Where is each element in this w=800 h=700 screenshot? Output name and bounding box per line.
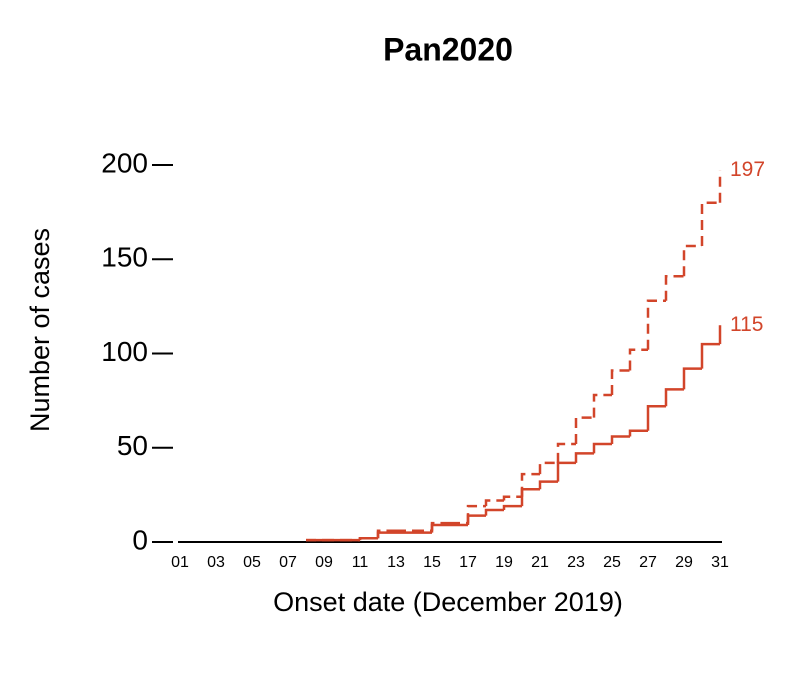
- x-tick-label: 13: [387, 554, 405, 571]
- step-segment: [646, 299, 666, 350]
- step-segment: [664, 388, 684, 407]
- x-tick-label: 01: [171, 554, 189, 571]
- step-segment: [430, 523, 450, 533]
- x-tick-label: 27: [639, 554, 657, 571]
- y-tick-label: 100: [101, 336, 148, 367]
- step-segment: [376, 531, 396, 539]
- step-segment: [538, 461, 558, 475]
- x-tick-label: 05: [243, 554, 261, 571]
- step-segment: [628, 348, 648, 371]
- step-segment: [556, 461, 576, 482]
- step-segment: [484, 499, 504, 507]
- step-segment: [502, 495, 522, 501]
- step-segment: [574, 452, 594, 463]
- step-segment: [466, 514, 486, 526]
- step-segment: [592, 393, 612, 418]
- end-label: 197: [730, 158, 765, 181]
- step-segment: [700, 342, 720, 369]
- chart-title: Pan2020: [383, 31, 513, 67]
- end-label: 115: [730, 313, 763, 336]
- step-segment: [520, 487, 540, 507]
- step-segment: [682, 367, 702, 390]
- y-tick-label: 200: [101, 147, 148, 178]
- y-axis-label: Number of cases: [25, 228, 55, 432]
- x-tick-label: 17: [459, 554, 477, 571]
- x-tick-label: 23: [567, 554, 585, 571]
- step-segment: [358, 536, 378, 541]
- step-segment: [556, 442, 576, 463]
- x-tick-label: 29: [675, 554, 693, 571]
- step-segment: [628, 429, 648, 437]
- x-axis-label: Onset date (December 2019): [273, 587, 623, 617]
- step-segment: [520, 472, 540, 497]
- y-tick-label: 0: [132, 524, 148, 555]
- step-segment: [664, 274, 684, 301]
- x-tick-label: 15: [423, 554, 441, 571]
- x-tick-label: 25: [603, 554, 621, 571]
- step-segment: [646, 405, 666, 431]
- step-segment: [610, 369, 630, 395]
- x-tick-label: 11: [352, 554, 369, 571]
- x-tick-label: 09: [315, 554, 333, 571]
- step-segment: [502, 504, 522, 510]
- step-segment: [700, 201, 720, 247]
- step-segment: [484, 508, 504, 516]
- step-segment: [574, 416, 594, 444]
- step-segment: [592, 442, 612, 454]
- x-tick-label: 21: [531, 554, 549, 571]
- x-tick-label: 07: [279, 554, 297, 571]
- step-segment: [610, 435, 630, 444]
- x-tick-label: 31: [711, 554, 729, 571]
- step-segment: [538, 480, 558, 490]
- x-tick-label: 19: [495, 554, 513, 571]
- step-segment: [682, 244, 702, 277]
- y-tick-label: 50: [117, 430, 148, 461]
- y-tick-label: 150: [101, 242, 148, 273]
- x-tick-label: 03: [207, 554, 225, 571]
